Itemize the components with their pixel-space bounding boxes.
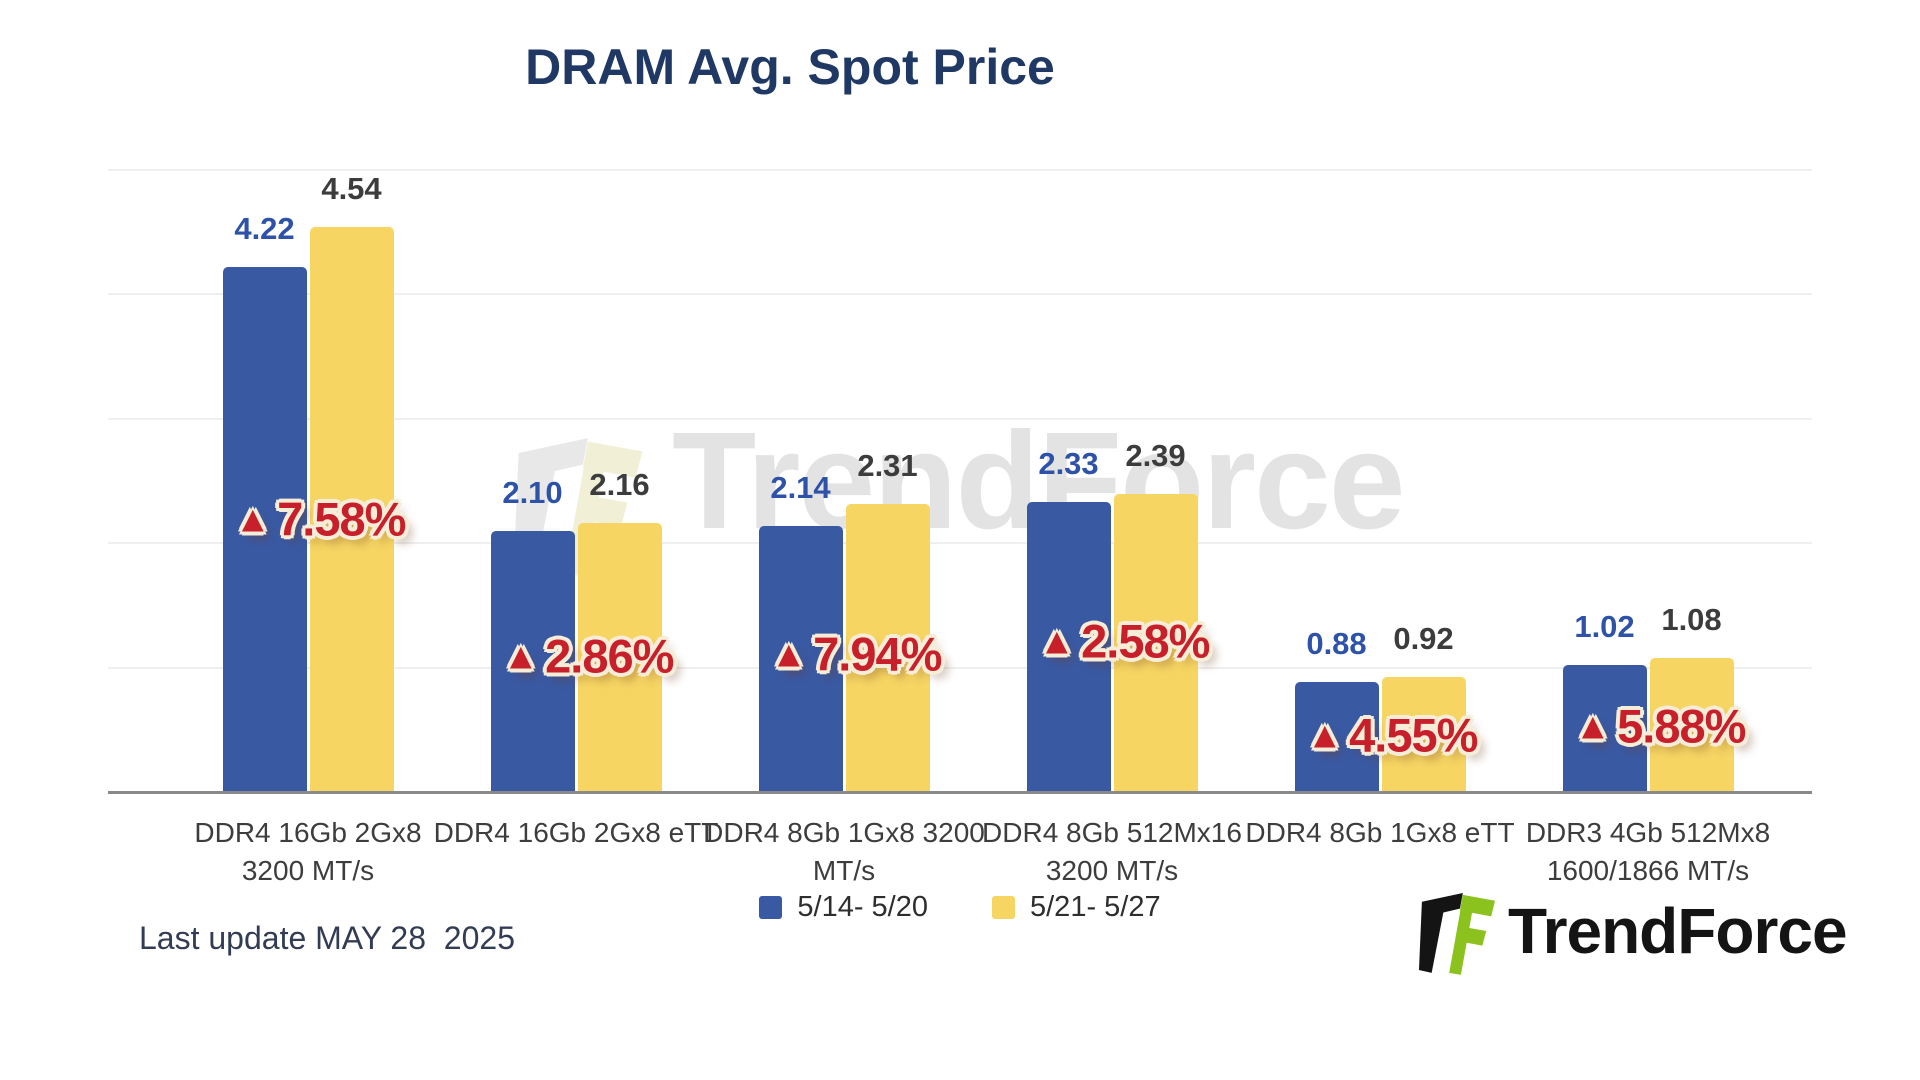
value-label-yellow: 2.39 [1125,438,1186,473]
change-percent-text: 7.58% [277,492,406,546]
value-label-blue: 2.10 [502,475,563,510]
gridline [108,168,1812,171]
triangle-up-icon: ▲ [1574,705,1612,746]
category-label-line: DDR4 8Gb 512Mx16 [982,817,1242,848]
category-label: DDR4 8Gb 1Gx8 eTT [1210,814,1550,852]
triangle-up-icon: ▲ [234,498,272,539]
trendforce-logo-icon [1418,892,1496,975]
chart-title: DRAM Avg. Spot Price [525,39,1055,95]
trendforce-brand: TrendForce [1418,882,1848,980]
value-label-blue: 1.02 [1574,609,1635,644]
legend-item-week2: 5/21- 5/27 [992,891,1161,924]
category-label-line: DDR4 8Gb 1Gx8 3200 [703,817,985,848]
value-label-blue: 4.22 [234,211,295,246]
category-label: DDR4 8Gb 512Mx16 3200 MT/s [942,814,1282,890]
bar-yellow [1381,677,1466,792]
change-badge: ▲ 2.58% [1038,614,1211,669]
bar-blue [490,531,575,792]
bar-yellow [845,504,930,792]
change-badge: ▲ 2.86% [502,629,675,684]
bar-blue [222,267,307,792]
legend-swatch-yellow [992,896,1015,919]
value-label-blue: 0.88 [1306,626,1367,661]
category-label-line: DDR4 16Gb 2Gx8 [194,817,422,848]
triangle-up-icon: ▲ [502,635,540,676]
legend-label-week1: 5/14- 5/20 [797,891,928,923]
gridline [108,542,1812,544]
change-percent-text: 2.86% [545,629,674,683]
change-percent-text: 4.55% [1349,708,1478,762]
change-badge: ▲ 5.88% [1574,699,1747,754]
category-label: DDR3 4Gb 512Mx8 1600/1866 MT/s [1478,814,1818,890]
bar-blue [1562,665,1647,792]
value-label-yellow: 0.92 [1393,621,1454,656]
change-percent-text: 2.58% [1081,614,1210,668]
brand-text: TrendForce [1508,895,1848,967]
category-label: DDR4 16Gb 2Gx8 3200 MT/s [138,814,478,890]
value-label-yellow: 1.08 [1661,602,1722,637]
triangle-up-icon: ▲ [770,633,808,674]
legend-label-week2: 5/21- 5/27 [1030,891,1161,923]
category-label-line: 3200 MT/s [1045,855,1179,886]
category-label-line: 3200 MT/s [241,855,375,886]
bar-yellow [1113,494,1198,792]
category-label-line: DDR4 8Gb 1Gx8 eTT [1245,817,1515,848]
bar-yellow [309,227,394,792]
category-label-line: DDR4 16Gb 2Gx8 eTT [433,817,719,848]
bar-yellow [1649,658,1734,792]
change-badge: ▲ 4.55% [1306,708,1479,763]
triangle-up-icon: ▲ [1306,714,1344,755]
gridline [108,293,1812,295]
legend: 5/14- 5/20 5/21- 5/27 [0,891,1920,924]
category-label-line: DDR3 4Gb 512Mx8 [1525,817,1771,848]
change-badge: ▲ 7.94% [770,627,943,682]
value-label-yellow: 4.54 [321,171,382,206]
legend-item-week1: 5/14- 5/20 [759,891,928,924]
bar-blue [1026,502,1111,792]
change-percent-text: 7.94% [813,627,942,681]
bar-blue [758,526,843,792]
triangle-up-icon: ▲ [1038,620,1076,661]
category-label: DDR4 8Gb 1Gx8 3200 MT/s [674,814,1014,890]
value-label-blue: 2.14 [770,470,831,505]
category-label-line: MT/s [812,855,876,886]
category-label-line: 1600/1866 MT/s [1546,855,1750,886]
last-update-text: Last update MAY 28 2025 [139,920,515,956]
change-badge: ▲ 7.58% [234,492,407,547]
value-label-blue: 2.33 [1038,446,1099,481]
change-percent-text: 5.88% [1617,699,1746,753]
value-label-yellow: 2.31 [857,448,918,483]
category-label: DDR4 16Gb 2Gx8 eTT [406,814,746,852]
legend-swatch-blue [759,896,783,919]
gridline [108,417,1812,420]
value-label-yellow: 2.16 [589,467,650,502]
gridline [108,666,1812,669]
x-axis-line [108,791,1812,794]
bar-blue [1294,682,1379,792]
